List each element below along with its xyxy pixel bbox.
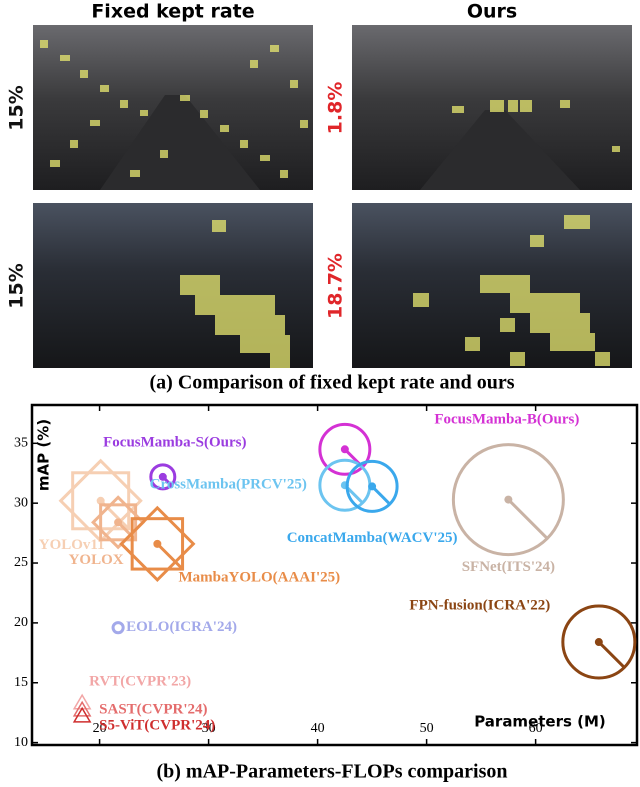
bubble-marker [130, 517, 185, 571]
image [33, 203, 313, 368]
y-tick-label: 35 [14, 436, 28, 451]
bubble-label: FocusMamba-B(Ours) [434, 412, 579, 428]
bubble-label: S5-ViT(CVPR'24) [99, 718, 215, 734]
bubble-label: YOLOX [69, 552, 124, 568]
bubble-center [96, 496, 105, 505]
bubble-label: CrossMamba(PRCV'25) [150, 477, 307, 493]
kept-rate: 18.7% [325, 253, 347, 319]
bubble-label: YOLOv11 [39, 537, 105, 553]
bubble-marker [318, 422, 372, 476]
bubble-center [594, 638, 603, 647]
bubble-stick [597, 640, 626, 669]
image [33, 25, 313, 190]
bubble-stick [507, 498, 548, 540]
bubble-label: SFNet(ITS'24) [462, 559, 555, 575]
y-tick-label: 30 [14, 495, 28, 510]
bubble-label: EOLO(ICRA'24) [126, 619, 237, 635]
bubble-marker [111, 621, 125, 635]
image [352, 203, 632, 368]
bubble-marker [345, 459, 399, 513]
bubble-center [504, 495, 513, 504]
x-tick-label: 40 [311, 721, 325, 736]
y-tick-label: 10 [14, 735, 28, 750]
column-header: Ours [467, 1, 517, 23]
bubble-marker [72, 700, 92, 717]
kept-rate: 1.8% [325, 82, 347, 135]
plot-frame [30, 403, 639, 747]
bubble-center [153, 539, 162, 548]
x-tick-label: 30 [202, 721, 216, 736]
bubble-marker [451, 443, 565, 557]
bubble-label: RVT(CVPR'23) [89, 674, 191, 690]
bubble-label: ConcatMamba(WACV'25) [287, 530, 458, 546]
kept-rate: 15% [6, 85, 28, 130]
bubble-center [114, 518, 123, 527]
bubble-center [158, 472, 167, 481]
bubble-label: MambaYOLO(AAAI'25) [179, 569, 341, 585]
bubble-marker [149, 463, 177, 491]
bubble-label: FocusMamba-S(Ours) [103, 434, 246, 450]
y-tick-label: 20 [14, 615, 28, 630]
x-tick-label: 20 [93, 721, 107, 736]
caption: (b) mAP-Parameters-FLOPs comparison [156, 761, 507, 783]
column-header: Fixed kept rate [91, 1, 254, 23]
bubble-marker [99, 503, 138, 542]
bubble-center [368, 482, 377, 491]
bubble-label: FPN-fusion(ICRA'22) [409, 597, 550, 613]
kept-rate: 15% [6, 263, 28, 308]
x-tick-label: 50 [420, 721, 434, 736]
bubble-marker [561, 604, 637, 680]
y-tick-label: 15 [14, 675, 28, 690]
x-axis-label: Parameters (M) [474, 713, 606, 731]
bubble-label: SAST(CVPR'24) [99, 702, 207, 718]
y-axis-label: mAP (%) [35, 419, 53, 491]
bubble-stick [156, 542, 184, 571]
caption: (a) Comparison of fixed kept rate and ou… [150, 372, 515, 394]
bubble-stick [371, 485, 391, 505]
bubble-center [340, 445, 349, 454]
x-tick-label: 60 [529, 721, 543, 736]
y-tick-label: 25 [14, 555, 28, 570]
bubble-marker [72, 706, 92, 723]
image [352, 25, 632, 190]
